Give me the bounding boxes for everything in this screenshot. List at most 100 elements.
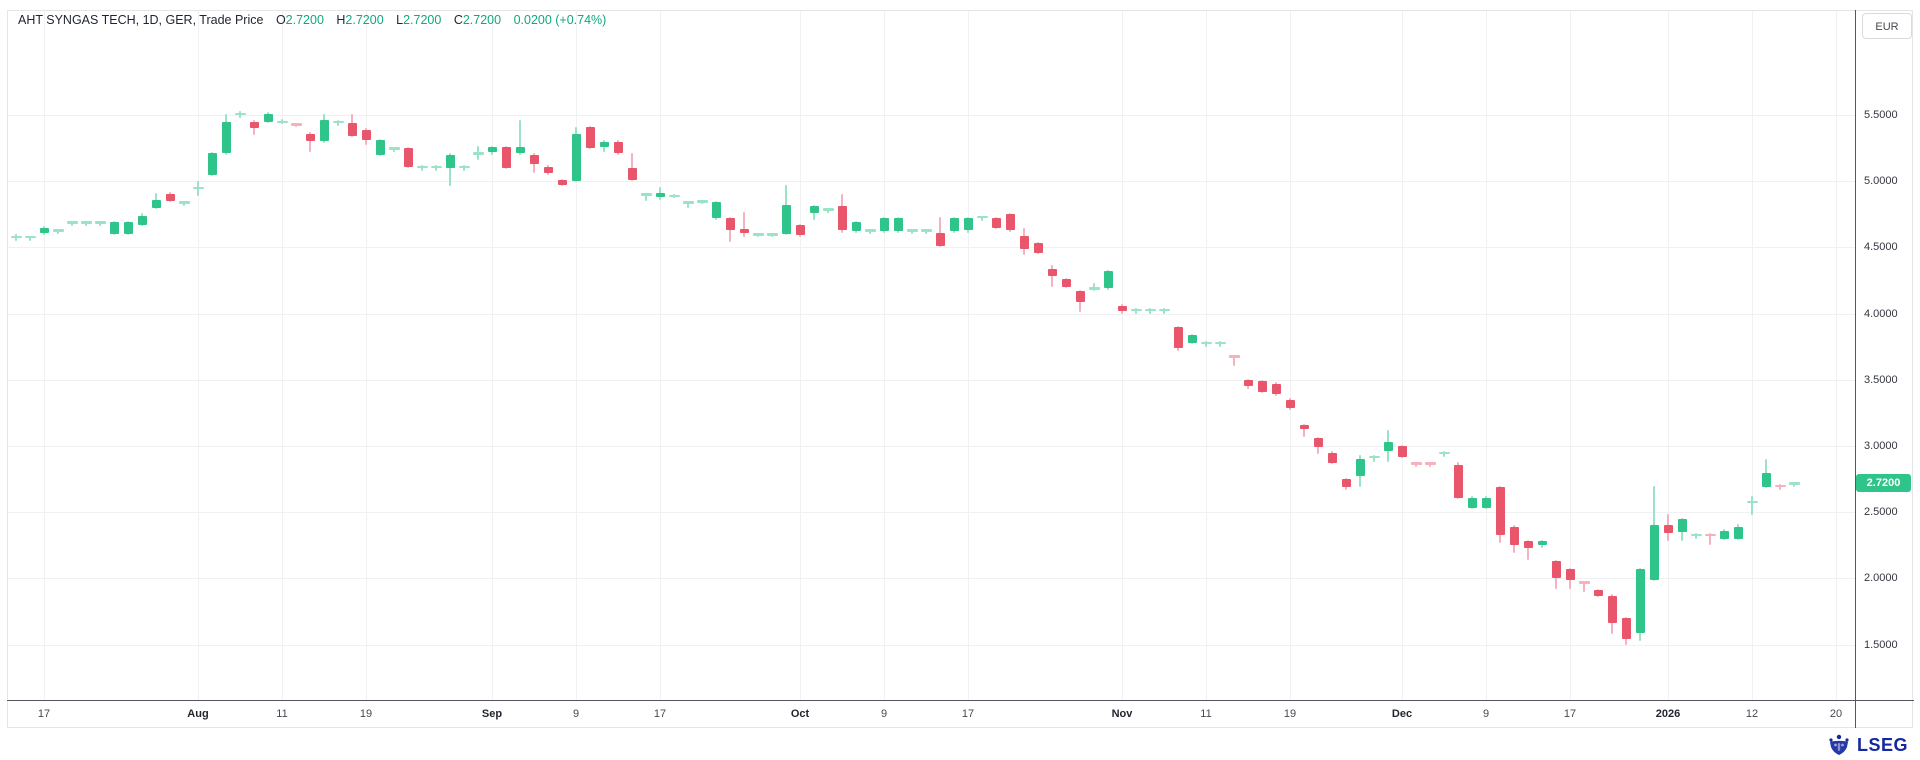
time-tick-label: 12 (1745, 708, 1759, 720)
candle-body (151, 199, 161, 208)
price-scale[interactable]: EUR 2.7200 5.5000 5.0000 4.5000 4.0000 3.500… (1856, 10, 1914, 700)
candle-wick (1709, 533, 1711, 546)
candle-body (1621, 618, 1631, 640)
time-tick-label: 17 (1563, 708, 1577, 720)
candle-body (766, 233, 778, 236)
candle-wick (1233, 354, 1235, 367)
candle-body (543, 166, 553, 174)
time-tick-label: 9 (1482, 708, 1490, 720)
candle-body (1690, 533, 1702, 537)
candle-body (1746, 500, 1758, 504)
time-tick-label: 9 (572, 708, 580, 720)
candle-wick (1779, 484, 1781, 490)
time-tick-label: Nov (1111, 708, 1133, 720)
candle-body (332, 120, 344, 124)
candle-wick (519, 120, 521, 155)
candle-body (557, 179, 567, 186)
candle-body (1130, 308, 1142, 312)
candle-body (920, 229, 932, 232)
candle-wick (645, 193, 647, 201)
candle-body (529, 154, 539, 164)
close-readout: C2.7200 (453, 13, 502, 27)
candle-body (501, 146, 511, 168)
candle-body (1565, 569, 1575, 580)
price-gridline (8, 181, 1855, 183)
candle-body (1327, 452, 1337, 464)
candle-body (1117, 305, 1127, 311)
price-gridline (8, 446, 1855, 447)
candle-wick (743, 211, 745, 237)
candle-body (1271, 383, 1281, 395)
candle-body (1495, 487, 1505, 535)
currency-button[interactable]: EUR (1862, 13, 1912, 39)
candle-body (276, 120, 288, 124)
time-gridline (1206, 11, 1207, 700)
candle-body (192, 186, 204, 190)
candle-body (472, 152, 484, 155)
candle-body (109, 222, 119, 235)
price-gridline (8, 115, 1855, 116)
time-gridline (968, 11, 969, 700)
candle-body (1774, 484, 1786, 488)
candle-body (361, 129, 371, 141)
time-gridline (198, 11, 199, 700)
time-gridline (660, 11, 661, 700)
candle-body (1257, 381, 1267, 392)
candle-body (1200, 341, 1212, 345)
candle-body (263, 113, 273, 122)
time-tick-label: 20 (1829, 708, 1843, 720)
symbol-title: AHT SYNGAS TECH, 1D, GER, Trade Price (18, 13, 264, 27)
candle-body (1158, 308, 1170, 312)
time-gridline (1836, 11, 1837, 700)
candle-body (305, 133, 315, 142)
time-tick-label: Oct (790, 708, 810, 720)
candle-body (1788, 482, 1800, 485)
time-tick-label: 19 (1283, 708, 1297, 720)
candle-body (613, 141, 623, 154)
time-gridline (492, 11, 493, 700)
candle-body (207, 153, 217, 175)
time-gridline (366, 11, 367, 700)
candle-body (739, 228, 749, 233)
price-axis-separator (1855, 10, 1856, 728)
time-tick-label: 2026 (1655, 708, 1681, 720)
candle-body (893, 218, 903, 232)
candle-body (809, 206, 819, 213)
price-tick-label: 3.0000 (1864, 440, 1898, 452)
candle-body (991, 218, 1001, 228)
price-gridline (8, 379, 1855, 381)
candle-body (1537, 541, 1547, 546)
candle-body (39, 227, 49, 233)
candle-body (1635, 569, 1645, 633)
candle-body (725, 218, 735, 231)
price-gridline (8, 313, 1855, 315)
price-tick-label: 4.5000 (1864, 241, 1898, 254)
time-gridline (1122, 11, 1123, 700)
time-tick-label: 17 (961, 708, 975, 720)
candle-body (682, 201, 694, 204)
price-gridline (8, 644, 1855, 646)
price-gridline (8, 247, 1855, 249)
plot-area[interactable] (8, 0, 1855, 700)
candle-body (879, 218, 889, 232)
candle-body (864, 229, 876, 232)
candle-body (487, 146, 497, 153)
candle-body (949, 218, 959, 232)
candle-body (1424, 462, 1436, 465)
candle-body (178, 201, 190, 204)
candle-body (1088, 287, 1100, 290)
price-tick-label: 1.5000 (1864, 638, 1898, 651)
candle-body (1187, 334, 1197, 343)
candle-body (221, 121, 231, 154)
candle-body (668, 194, 680, 198)
candle-body (137, 215, 147, 225)
lseg-logo-text: LSEG (1856, 734, 1908, 755)
candle-body (52, 229, 64, 232)
candle-body (1173, 326, 1183, 348)
time-scale[interactable]: 17 Aug 11 19 Sep 9 17 Oct 9 17 Nov 11 19 Dec 9 17 2026 12… (7, 701, 1855, 728)
candle-body (249, 121, 259, 129)
candle-body (290, 123, 302, 126)
candle-body (822, 208, 834, 211)
symbol-legend[interactable]: AHT SYNGAS TECH, 1D, GER, Trade Price O2… (18, 13, 606, 27)
candle-wick (687, 201, 689, 208)
